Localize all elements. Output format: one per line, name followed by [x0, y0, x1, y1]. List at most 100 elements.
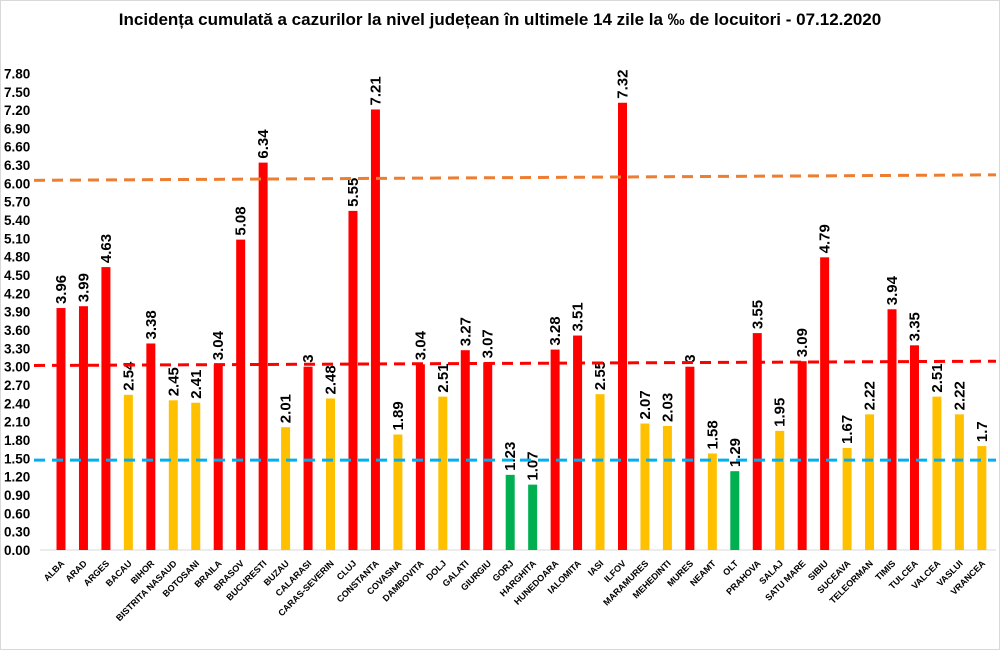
bar-alba	[56, 308, 66, 550]
data-label: 2.55	[592, 361, 609, 390]
bar-gorj	[505, 474, 515, 550]
data-label: 1.7	[974, 421, 991, 442]
y-tick-label: 5.70	[4, 195, 30, 210]
data-label: 3.04	[412, 330, 429, 360]
data-label: 3	[682, 354, 699, 362]
bar-buzau	[281, 427, 291, 550]
bar-tulcea	[909, 345, 919, 550]
bar-timis	[887, 309, 897, 550]
bar-neamt	[707, 453, 717, 550]
data-label: 1.95	[772, 398, 789, 427]
data-label: 3.35	[906, 312, 923, 341]
bar-constanta	[370, 109, 380, 551]
bar-vrancea	[977, 446, 987, 550]
y-tick-label: 2.40	[4, 396, 30, 411]
bar-salaj	[775, 430, 785, 550]
bar-giurgiu	[483, 362, 493, 550]
bar-vaslui	[954, 414, 964, 550]
y-tick-label: 3.30	[4, 341, 30, 356]
y-tick-label: 4.80	[4, 250, 30, 265]
data-label: 1.07	[525, 451, 542, 480]
reference-line	[33, 173, 997, 182]
bar-maramures	[640, 423, 650, 550]
bar-arges	[101, 267, 111, 550]
bar-brasov	[236, 239, 246, 550]
data-label: 1.23	[502, 442, 519, 471]
data-label: 1.67	[839, 415, 856, 444]
y-tick-label: 6.30	[4, 158, 30, 173]
data-label: 4.63	[98, 234, 115, 263]
data-label: 2.22	[862, 381, 879, 410]
data-label: 2.48	[323, 365, 340, 394]
data-label: 2.54	[120, 361, 137, 391]
bar-hunedoara	[550, 349, 560, 550]
y-tick-label: 6.60	[4, 140, 30, 155]
bar-satu-mare	[797, 361, 807, 550]
data-label: 3.27	[457, 317, 474, 346]
y-tick-label: 1.50	[4, 451, 30, 466]
data-label: 3.28	[547, 316, 564, 345]
y-tick-label: 3.00	[4, 360, 30, 375]
bar-botosani	[191, 402, 201, 550]
y-tick-label: 4.20	[4, 286, 30, 301]
y-tick-label: 6.90	[4, 121, 30, 136]
bar-mehedinti	[662, 425, 672, 550]
bar-calarasi	[303, 366, 313, 550]
y-tick-label: 2.70	[4, 378, 30, 393]
bar-dolj	[438, 396, 448, 550]
data-label: 2.22	[951, 381, 968, 410]
y-tick-label: 5.10	[4, 231, 30, 246]
data-label: 3	[300, 354, 317, 362]
x-tick-label: OLT	[721, 558, 741, 578]
y-tick-label: 3.90	[4, 305, 30, 320]
y-tick-label: 6.00	[4, 176, 30, 191]
y-tick-label: 3.60	[4, 323, 30, 338]
data-label: 2.41	[188, 370, 205, 399]
bar-arad	[78, 306, 88, 550]
y-tick-label: 5.40	[4, 213, 30, 228]
data-label: 4.79	[817, 224, 834, 253]
data-label: 2.01	[278, 394, 295, 423]
bar-harghita	[528, 484, 538, 550]
bar-ilfov	[618, 102, 627, 551]
data-label: 3.55	[749, 300, 766, 329]
data-label: 2.07	[637, 390, 654, 419]
data-label: 2.51	[929, 363, 946, 392]
bar-dambovita	[415, 364, 425, 550]
data-label: 7.21	[367, 76, 384, 105]
data-label: 3.07	[480, 329, 497, 358]
data-label: 1.58	[704, 420, 721, 449]
data-label: 2.51	[435, 363, 452, 392]
y-tick-label: 0.60	[4, 506, 30, 521]
bar-teleorman	[865, 414, 875, 550]
bar-bacau	[123, 394, 133, 550]
data-label: 1.29	[727, 438, 744, 467]
bar-ialomita	[573, 335, 583, 550]
x-tick-label: ALBA	[42, 558, 67, 583]
x-tick-label: IASI	[586, 558, 605, 577]
data-label: 5.08	[233, 206, 250, 235]
data-label: 3.38	[143, 310, 160, 339]
data-label: 1.89	[390, 401, 407, 430]
y-tick-label: 0.00	[4, 543, 30, 558]
bar-bistrita-nasaud	[168, 400, 178, 550]
bar-bucuresti	[258, 162, 268, 550]
bar-prahova	[752, 333, 762, 550]
y-tick-label: 0.30	[4, 525, 30, 540]
data-label: 3.99	[75, 273, 92, 302]
data-label: 5.55	[345, 178, 362, 207]
y-tick-label: 7.50	[4, 85, 30, 100]
bar-suceava	[842, 447, 852, 550]
bar-covasna	[393, 434, 403, 550]
y-tick-label: 2.10	[4, 415, 30, 430]
bar-cluj	[348, 210, 358, 550]
bar-caras-severin	[326, 398, 336, 550]
data-label: 2.03	[659, 393, 676, 422]
bar-braila	[213, 364, 223, 550]
y-tick-label: 1.80	[4, 433, 30, 448]
bar-bihor	[146, 343, 156, 550]
data-label: 3.94	[884, 275, 901, 305]
data-label: 3.96	[53, 275, 70, 304]
data-label: 3.09	[794, 328, 811, 357]
